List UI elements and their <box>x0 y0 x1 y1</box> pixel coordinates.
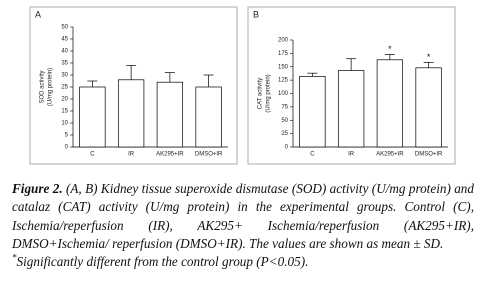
bar <box>299 76 326 148</box>
bar <box>195 86 222 148</box>
footnote-symbol: * <box>12 252 17 263</box>
y-axis-label: (U/mg protein) <box>266 74 272 112</box>
y-tick-label: 150 <box>278 64 289 70</box>
bar <box>156 81 184 148</box>
panel-frame <box>29 6 238 165</box>
y-tick-label: 100 <box>278 91 289 97</box>
y-axis-label: CAT activity <box>258 78 264 109</box>
x-tick-label: IR <box>348 152 355 158</box>
y-tick-label: 5 <box>65 133 69 139</box>
x-tick-label: DMSO+IR <box>415 152 443 158</box>
footnote-text: Significantly different from the control… <box>16 254 309 270</box>
bar <box>79 86 106 148</box>
y-tick-label: 25 <box>281 131 288 137</box>
y-tick-label: 0 <box>65 145 69 151</box>
bar <box>337 70 365 148</box>
caption-text: (A, B) Kidney tissue superoxide dismutas… <box>12 181 474 251</box>
bar <box>376 59 404 148</box>
panel-label: A <box>35 9 41 19</box>
bar <box>117 79 145 148</box>
y-tick-label: 50 <box>61 25 68 31</box>
y-tick-label: 20 <box>61 97 68 103</box>
y-tick-label: 30 <box>61 73 68 79</box>
y-tick-label: 25 <box>61 85 68 91</box>
x-tick-label: C <box>90 152 95 158</box>
significance-marker: * <box>427 52 431 62</box>
x-tick-label: DMSO+IR <box>195 152 223 158</box>
y-tick-label: 35 <box>61 61 68 67</box>
x-tick-label: AK295+IR <box>156 152 184 158</box>
y-tick-label: 15 <box>61 109 68 115</box>
y-tick-label: 75 <box>281 104 288 110</box>
significance-marker: * <box>388 44 392 54</box>
y-tick-label: 45 <box>61 37 68 43</box>
x-tick-label: IR <box>128 152 135 158</box>
y-axis-label: (U/mg protein) <box>48 68 54 106</box>
bar <box>415 67 442 148</box>
y-tick-label: 0 <box>285 145 289 151</box>
y-tick-label: 10 <box>61 121 68 127</box>
y-tick-label: 50 <box>281 118 288 124</box>
y-tick-label: 175 <box>278 51 289 57</box>
caption-label: Figure 2. <box>12 181 63 196</box>
y-tick-label: 40 <box>61 49 68 55</box>
panel-frame <box>247 6 456 165</box>
x-tick-label: C <box>310 152 315 158</box>
caption: Figure 2. (A, B) Kidney tissue superoxid… <box>12 180 474 271</box>
y-tick-label: 200 <box>278 38 289 44</box>
x-tick-label: AK295+IR <box>376 152 404 158</box>
panel-label: B <box>253 9 259 19</box>
y-axis-label: SOD activity <box>40 70 46 103</box>
y-tick-label: 125 <box>278 78 289 84</box>
